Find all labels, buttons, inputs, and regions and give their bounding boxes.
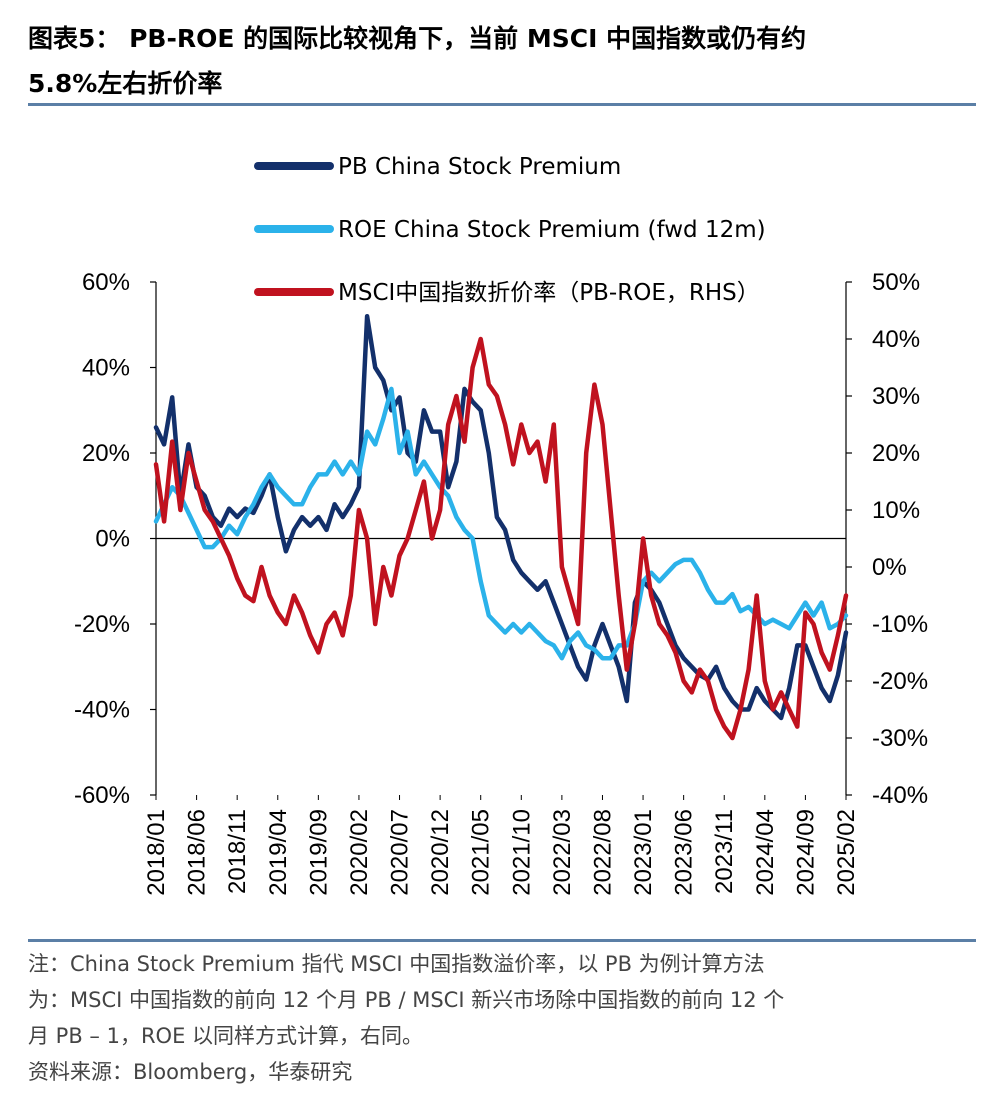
x-tick-label: 2021/05 bbox=[468, 809, 495, 896]
x-tick-label: 2020/12 bbox=[427, 809, 454, 896]
x-tick-label: 2018/01 bbox=[143, 809, 170, 896]
note-line-3: 月 PB – 1，ROE 以同样方式计算，右同。 bbox=[28, 1024, 424, 1048]
x-tick-label: 2023/01 bbox=[630, 809, 657, 896]
series-line-1 bbox=[153, 313, 849, 721]
right-tick-label: -30% bbox=[872, 725, 928, 752]
legend: PB China Stock Premium ROE China Stock Pr… bbox=[254, 154, 766, 306]
x-tick-label: 2022/03 bbox=[549, 809, 576, 896]
x-tick-label: 2022/08 bbox=[589, 809, 616, 896]
legend-label-1: PB China Stock Premium bbox=[338, 154, 621, 180]
left-tick-label: 0% bbox=[95, 526, 130, 553]
x-tick-label: 2024/09 bbox=[792, 809, 819, 896]
x-tick-label: 2018/11 bbox=[224, 809, 251, 894]
x-tick-label: 2020/07 bbox=[387, 809, 414, 896]
right-tick-label: -20% bbox=[872, 668, 928, 695]
notes-divider bbox=[28, 939, 976, 942]
note-line-1: 注：China Stock Premium 指代 MSCI 中国指数溢价率，以 … bbox=[28, 952, 765, 976]
series-line-3 bbox=[153, 336, 849, 741]
left-tick-label: -60% bbox=[74, 782, 130, 809]
x-tick-label: 2023/06 bbox=[671, 809, 698, 896]
legend-label-3: MSCI中国指数折价率（PB-ROE，RHS） bbox=[338, 280, 760, 306]
note-line-2: 为：MSCI 中国指数的前向 12 个月 PB / MSCI 新兴市场除中国指数… bbox=[28, 988, 785, 1012]
x-tick-label: 2018/06 bbox=[184, 809, 211, 896]
x-tick-label: 2019/04 bbox=[265, 809, 292, 896]
left-tick-label: 40% bbox=[82, 355, 130, 382]
chart-title: 图表5： PB-ROE 的国际比较视角下，当前 MSCI 中国指数或仍有约 5.… bbox=[28, 16, 978, 106]
right-tick-label: 40% bbox=[872, 326, 920, 353]
series-lines bbox=[153, 313, 849, 741]
axes: 60% 40% 20% 0% -20% -40% -60% 50% 40% 30% 20% 10% 0%… bbox=[74, 269, 928, 809]
x-tick-label: 2023/11 bbox=[711, 809, 738, 894]
right-tick-label: 50% bbox=[872, 269, 920, 296]
right-tick-label: 20% bbox=[872, 440, 920, 467]
x-tick-label: 2019/09 bbox=[305, 809, 332, 896]
right-tick-label: 10% bbox=[872, 497, 920, 524]
left-tick-label: 60% bbox=[82, 269, 130, 296]
left-tick-label: -20% bbox=[74, 611, 130, 638]
right-tick-label: 0% bbox=[872, 554, 907, 581]
x-tick-label: 2025/02 bbox=[833, 809, 860, 896]
left-tick-label: 20% bbox=[82, 440, 130, 467]
title-line-2: 5.8%左右折价率 bbox=[28, 69, 223, 98]
x-axis-labels: 2018/01 2018/06 2018/11 2019/04 2019/09 2020/… bbox=[143, 795, 860, 896]
x-tick-label: 2024/04 bbox=[752, 809, 779, 896]
x-tick-label: 2021/10 bbox=[508, 809, 535, 896]
title-line-1: 图表5： PB-ROE 的国际比较视角下，当前 MSCI 中国指数或仍有约 bbox=[28, 24, 807, 53]
legend-label-2: ROE China Stock Premium (fwd 12m) bbox=[338, 217, 766, 243]
title-divider bbox=[28, 103, 976, 106]
series-line-2 bbox=[153, 386, 849, 661]
x-tick-label: 2020/02 bbox=[346, 809, 373, 896]
right-tick-label: -40% bbox=[872, 782, 928, 809]
left-tick-label: -40% bbox=[74, 697, 130, 724]
right-tick-label: -10% bbox=[872, 611, 928, 638]
source-line: 资料来源：Bloomberg，华泰研究 bbox=[28, 1060, 353, 1084]
right-tick-label: 30% bbox=[872, 383, 920, 410]
notes: 注：China Stock Premium 指代 MSCI 中国指数溢价率，以 … bbox=[28, 946, 976, 1090]
line-chart: PB China Stock Premium ROE China Stock Pr… bbox=[74, 154, 928, 896]
